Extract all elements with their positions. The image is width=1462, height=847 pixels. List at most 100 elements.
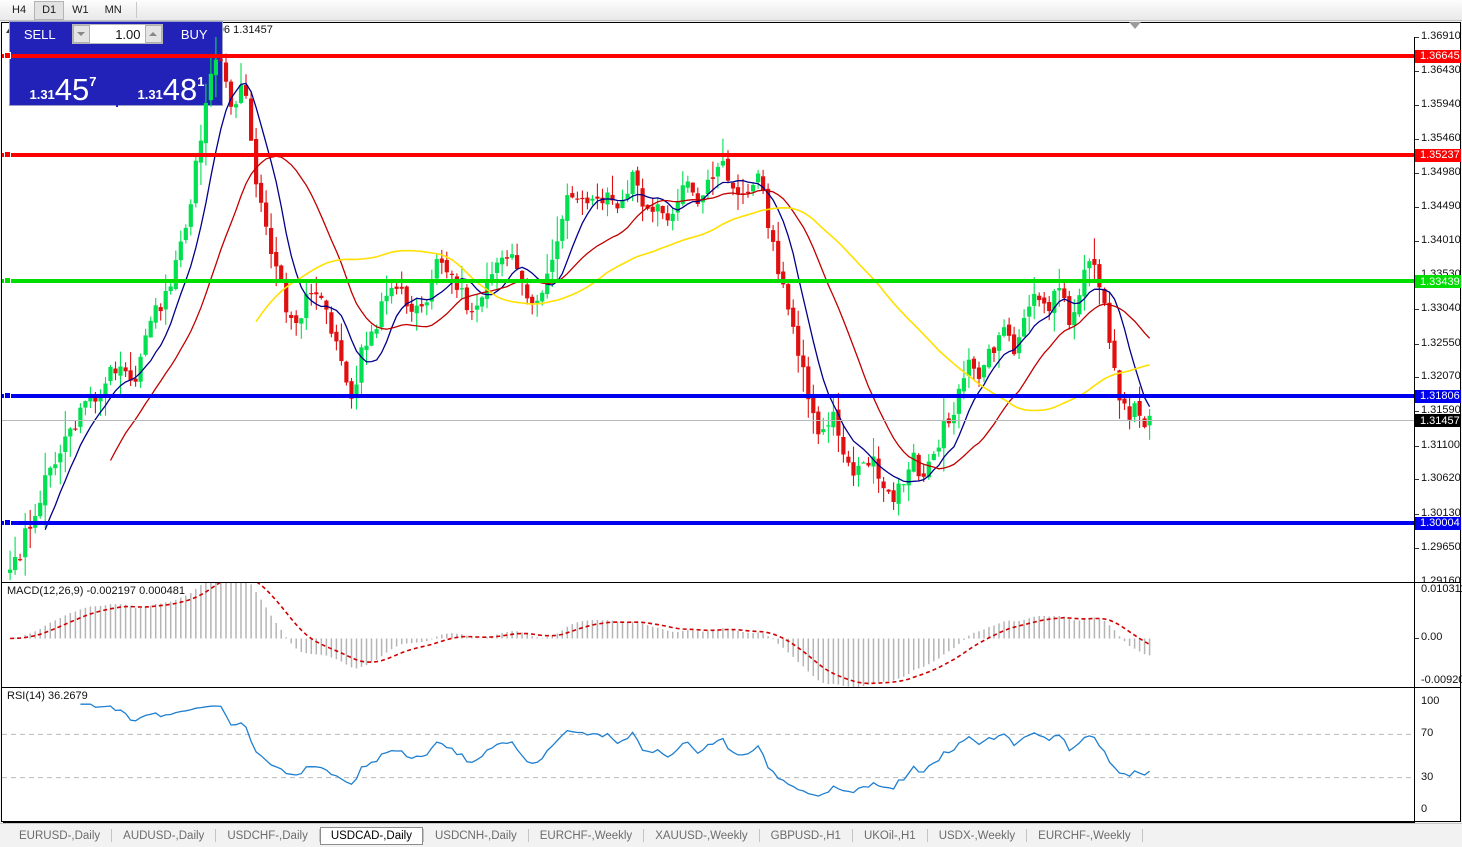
timeframe-w1[interactable]: W1 [72, 4, 89, 16]
timeframe-toolbar: H4 D1 W1 MN [0, 0, 1462, 21]
price-tick-label: 1.31100 [1421, 438, 1460, 451]
volume-stepper[interactable]: 1.00 [71, 24, 163, 44]
price-tick-label: 1.33040 [1421, 302, 1461, 315]
buy-label: BUY [180, 26, 208, 42]
chart-tab[interactable]: XAUUSD-,Weekly [655, 829, 748, 842]
rsi-tick-label: 30 [1421, 770, 1434, 783]
macd-tick-label: -0.009203 [1421, 674, 1462, 686]
rsi-axis: 100 70 30 0 [1414, 688, 1460, 821]
tab-divider [643, 829, 645, 842]
sell-label: SELL [23, 26, 56, 42]
level-price-tag: 1.33439 [1415, 275, 1461, 289]
rsi-series [2, 703, 1414, 797]
buy-button[interactable]: 1.31 48 1 [118, 47, 224, 107]
macd-tick-label: 0.010311 [1421, 583, 1462, 595]
tab-divider [318, 829, 320, 842]
level-price-tag: 1.30004 [1415, 516, 1461, 530]
chart-tab[interactable]: GBPUSD-,H1 [770, 829, 841, 842]
tab-divider [215, 829, 217, 842]
macd-tick-label: 0.00 [1421, 631, 1443, 644]
tab-divider [926, 829, 928, 842]
chart-collapse-arrow-icon[interactable] [1129, 22, 1141, 29]
tab-divider [851, 829, 853, 842]
macd-plot-area[interactable] [2, 583, 1414, 687]
one-click-trading-header: SELL 1.00 BUY [10, 22, 224, 46]
timeframe-h4[interactable]: H4 [12, 4, 27, 16]
bid-price-line [2, 420, 1414, 422]
chart-tab[interactable]: USDX-,Weekly [938, 829, 1016, 842]
level-handle[interactable] [4, 277, 11, 285]
rsi-tick-label: 70 [1421, 727, 1434, 740]
level-handle[interactable] [4, 518, 11, 526]
one-click-trading-panel: SELL 1.00 BUY 1.31 45 7 1.31 48 1 [9, 21, 224, 107]
chart-tab[interactable]: EURUSD-,Daily [19, 829, 101, 842]
price-tick-label: 1.35940 [1421, 98, 1461, 111]
chart-tab[interactable]: EURCHF-,Weekly [1038, 829, 1131, 842]
tick-dash [1415, 343, 1419, 345]
level-handle[interactable] [4, 391, 11, 399]
rsi-tick-label: 0 [1421, 803, 1428, 815]
timeframe-d1[interactable]: D1 [34, 0, 65, 20]
tab-divider [422, 829, 424, 842]
chart-window: USDCAD-,Daily 1.31462 1.31492 1.31406 1.… [1, 22, 1462, 842]
price-tick-label: 1.36910 [1421, 30, 1461, 42]
chart-tab[interactable]: USDCAD-,Daily [319, 826, 423, 845]
level-price-tag: 1.35237 [1415, 148, 1461, 162]
level-handle[interactable] [4, 51, 11, 59]
price-tick-label: 1.32550 [1421, 336, 1461, 349]
chart-tab-bar: EURUSD-,Daily AUDUSD-,Daily USDCHF-,Daily U… [0, 823, 1462, 847]
level-line-resistance[interactable] [2, 51, 1414, 59]
tick-dash [1415, 37, 1419, 38]
candlestick-series [8, 37, 1152, 581]
level-line-support[interactable] [2, 518, 1414, 526]
tick-dash [1415, 479, 1419, 481]
chart-tab[interactable]: AUDUSD-,Daily [123, 829, 205, 842]
rsi-plot-area[interactable] [2, 688, 1414, 821]
tab-divider [1141, 829, 1143, 842]
tick-dash [1415, 547, 1419, 549]
volume-decrease-button[interactable] [72, 25, 90, 43]
toolbar-divider [135, 2, 137, 18]
chart-tab[interactable]: USDCHF-,Daily [227, 829, 308, 842]
tick-dash [1415, 172, 1419, 174]
volume-increase-button[interactable] [144, 25, 162, 43]
level-line-resistance[interactable] [2, 150, 1414, 158]
timeframe-mn[interactable]: MN [104, 4, 122, 16]
macd-pane: MACD(12,26,9) -0.002197 0.000481 0.01031… [2, 582, 1462, 687]
level-line-pivot[interactable] [2, 277, 1414, 285]
price-plot-area[interactable] [2, 37, 1414, 582]
price-pane: 1.36910 1.36430 1.35940 1.35460 1.34980 1.344… [2, 30, 1461, 587]
price-axis[interactable]: 1.36910 1.36430 1.35940 1.35460 1.34980 1.344… [1414, 30, 1461, 587]
tick-dash [1415, 70, 1419, 72]
sell-button[interactable]: 1.31 45 7 [10, 47, 118, 107]
chart-tab[interactable]: UKOil-,H1 [863, 829, 916, 842]
chevron-down-icon [77, 32, 85, 36]
sell-price-prefix: 1.31 [29, 87, 55, 102]
chart-tab[interactable]: USDCNH-,Daily [434, 829, 517, 842]
level-price-tag: 1.31806 [1415, 389, 1461, 403]
sell-price-main: 45 [54, 72, 90, 107]
buy-price-fraction: 1 [197, 74, 205, 89]
tick-dash [1415, 377, 1419, 379]
price-tick-label: 1.34490 [1421, 200, 1461, 213]
tick-dash [1415, 445, 1419, 447]
level-line-support[interactable] [2, 391, 1414, 399]
price-tick-label: 1.31590 [1421, 404, 1461, 417]
chart-tab[interactable]: EURCHF-,Weekly [539, 829, 633, 842]
tab-divider [758, 829, 760, 842]
price-tick-label: 1.30130 [1421, 506, 1461, 519]
price-tick-label: 1.30620 [1421, 472, 1461, 485]
tick-dash [1415, 638, 1419, 640]
level-handle[interactable] [4, 150, 11, 158]
volume-input[interactable]: 1.00 [115, 26, 141, 42]
tick-dash [1415, 411, 1419, 413]
rsi-label: RSI(14) 36.2679 [7, 690, 88, 702]
price-tick-label: 1.29650 [1421, 540, 1461, 553]
tab-divider [527, 829, 529, 842]
price-tick-label: 1.36430 [1421, 63, 1461, 76]
one-click-prices: 1.31 45 7 1.31 48 1 [10, 47, 224, 107]
rsi-pane: RSI(14) 36.2679 100 70 30 0 [2, 687, 1460, 821]
rsi-tick-label: 100 [1421, 695, 1440, 707]
price-tick-label: 1.34010 [1421, 233, 1461, 246]
